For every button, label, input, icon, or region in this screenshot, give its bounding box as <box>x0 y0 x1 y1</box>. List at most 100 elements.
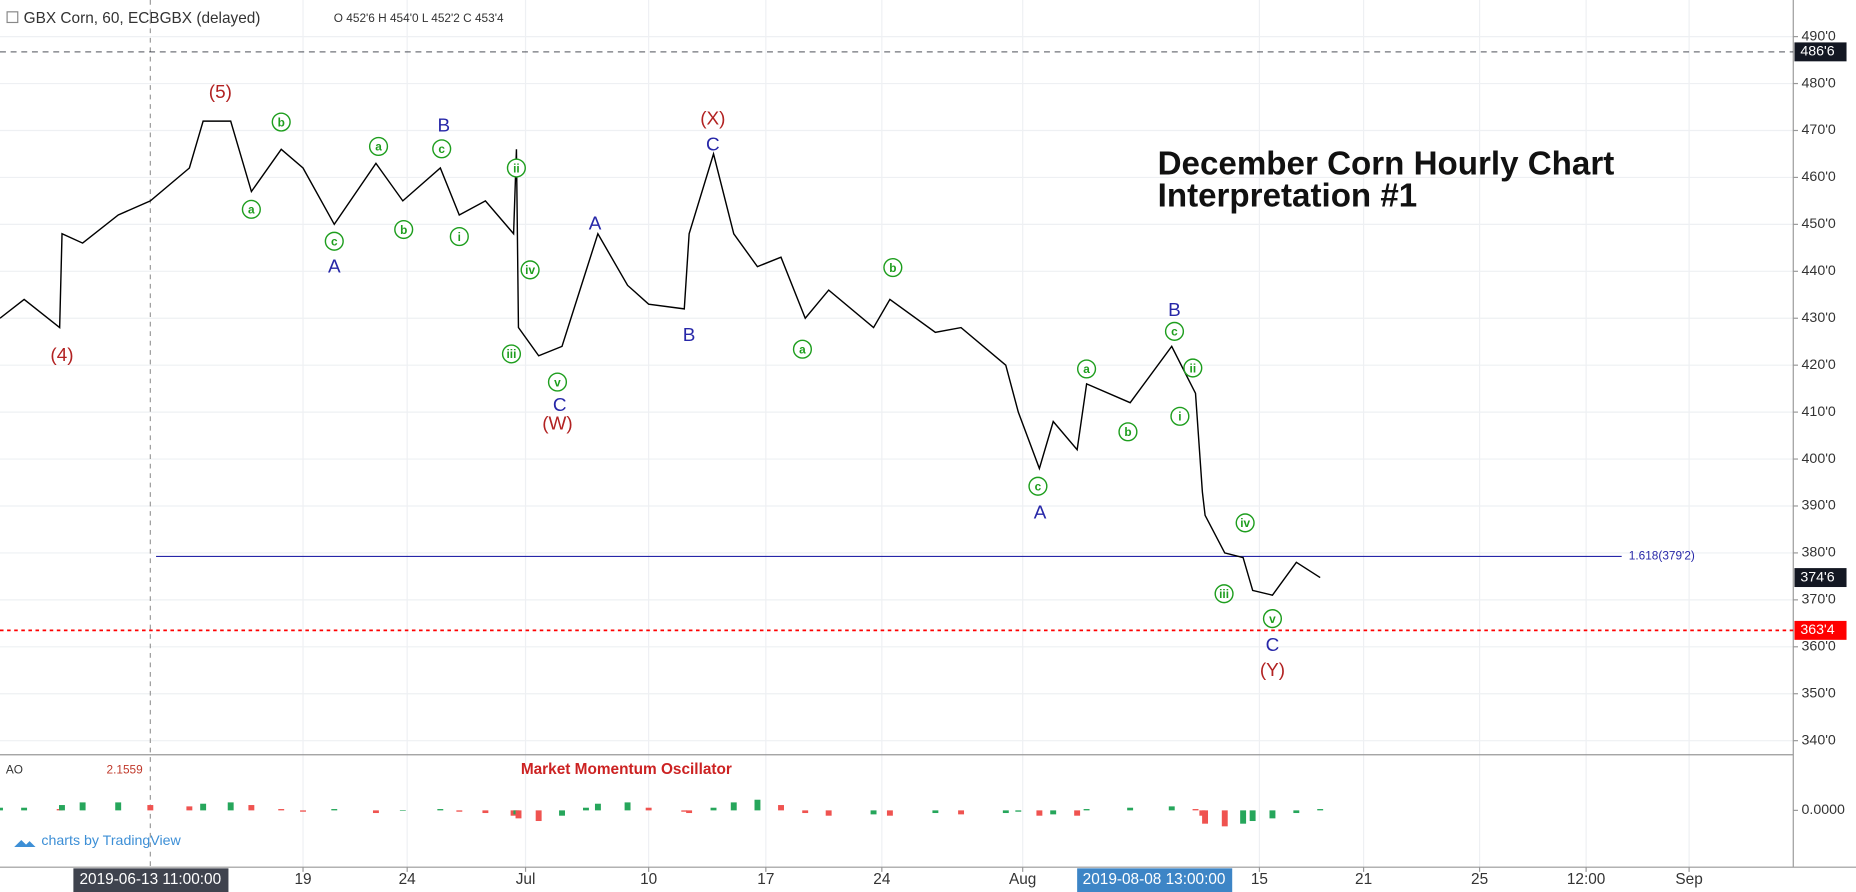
osc-bar <box>515 810 522 819</box>
osc-bar <box>754 799 761 811</box>
y-tick-label: 450'0 <box>1802 216 1836 232</box>
y-tick-label: 490'0 <box>1802 28 1836 44</box>
osc-bar <box>1293 810 1300 814</box>
wave-circle <box>241 199 261 219</box>
wave-label: B <box>1168 300 1181 321</box>
osc-bar <box>778 805 784 811</box>
osc-bar <box>1050 810 1057 815</box>
wave-label: (5) <box>209 82 232 103</box>
osc-bar <box>1002 810 1009 814</box>
osc-bar <box>1317 809 1324 811</box>
chart-title: December Corn Hourly Chart <box>1158 145 1615 182</box>
osc-bar <box>186 806 193 811</box>
osc-bar <box>147 805 154 811</box>
wave-label: c <box>438 142 445 156</box>
osc-bar <box>710 807 717 811</box>
x-tick-label: 10 <box>640 871 657 888</box>
wave-label: c <box>1035 480 1042 494</box>
osc-bar <box>624 802 631 811</box>
wave-label: C <box>1266 635 1280 656</box>
wave-label: i <box>1178 410 1181 424</box>
y-tick-label: 460'0 <box>1802 169 1836 185</box>
crosshair-label-box <box>73 868 229 892</box>
wave-circle <box>1183 358 1203 378</box>
osc-bar <box>583 807 589 811</box>
last-value-label: 374'6 <box>1800 569 1834 585</box>
osc-bar <box>200 803 207 811</box>
osc-bar <box>248 805 255 811</box>
y-tick-label: 360'0 <box>1802 639 1836 655</box>
osc-bar <box>399 810 406 811</box>
osc-bar <box>870 810 877 815</box>
crosshair-label: 2019-06-13 11:00:00 <box>79 871 221 888</box>
wave-circle <box>368 136 389 157</box>
level-label: 363'4 <box>1800 622 1834 638</box>
wave-label: a <box>799 343 806 357</box>
osc-bar <box>594 803 601 811</box>
wave-label: c <box>1171 325 1178 339</box>
wave-label: v <box>554 375 561 389</box>
y-tick-label: 430'0 <box>1802 310 1836 326</box>
wave-label: (W) <box>542 414 572 435</box>
wave-label: v <box>1269 612 1276 626</box>
wave-label: ii <box>1190 361 1197 375</box>
last-value-box <box>1794 568 1847 588</box>
osc-bar <box>331 809 338 811</box>
osc-bar <box>686 810 693 814</box>
chart-subtitle: Interpretation #1 <box>1158 177 1418 214</box>
wave-label: B <box>438 116 451 137</box>
x-tick-label: 19 <box>294 871 311 888</box>
wave-circle <box>1076 359 1097 379</box>
osc-bar <box>730 802 737 811</box>
osc-bar <box>825 810 832 816</box>
osc-bar <box>886 810 893 816</box>
level-label-box <box>1794 620 1847 640</box>
osc-bar <box>1269 810 1276 819</box>
ohlc: O 452'6 H 454'0 L 452'2 C 453'4 <box>334 11 504 25</box>
wave-label: b <box>400 223 407 237</box>
x-tick-label: 24 <box>399 871 417 888</box>
y-tick-label: 470'0 <box>1802 122 1836 138</box>
osc-bar <box>227 802 234 811</box>
grid <box>0 0 1794 868</box>
x-tick-label: Aug <box>1009 871 1036 888</box>
wave-circle <box>432 139 452 159</box>
credit[interactable]: charts by TradingView <box>41 833 181 849</box>
wave-circle <box>1118 422 1138 442</box>
x-tick-label: 12:00 <box>1567 871 1605 888</box>
wave-circle <box>1170 406 1190 426</box>
osc-bar <box>456 810 463 812</box>
wave-label: (4) <box>50 345 73 366</box>
osc-bar <box>1168 806 1175 811</box>
wave-label: B <box>683 325 696 346</box>
wave-label: c <box>331 235 338 249</box>
wave-label: i <box>458 230 461 244</box>
osc-bar <box>1240 810 1247 824</box>
collapse-icon[interactable] <box>6 11 19 24</box>
x-tick-label: Sep <box>1675 871 1702 888</box>
wave-circle <box>271 112 291 132</box>
osc-bar <box>1074 810 1081 816</box>
osc-bar <box>932 810 939 814</box>
osc-tick-label: 0.0000 <box>1802 802 1846 818</box>
y-tick-label: 390'0 <box>1802 498 1836 514</box>
level-label-box <box>1794 42 1847 62</box>
x-tick-label: 15 <box>1251 871 1268 888</box>
osc-bar <box>372 810 379 814</box>
osc-bar <box>1202 810 1209 824</box>
osc-bar <box>59 805 65 811</box>
x-tick-label: 21 <box>1355 871 1372 888</box>
symbol: GBX Corn, 60, ECBGBX (delayed) <box>24 10 261 27</box>
wave-label: iii <box>1219 587 1229 601</box>
wave-circle <box>324 231 344 251</box>
osc-bar <box>482 810 489 814</box>
osc-bar <box>802 810 809 814</box>
wave-label: A <box>1034 502 1047 523</box>
price-line <box>0 120 1321 596</box>
wave-circle <box>1164 321 1185 341</box>
osc-bar <box>115 802 122 811</box>
osc-bar <box>0 807 3 811</box>
y-tick-label: 440'0 <box>1802 263 1836 279</box>
y-tick-label: 340'0 <box>1802 732 1836 748</box>
